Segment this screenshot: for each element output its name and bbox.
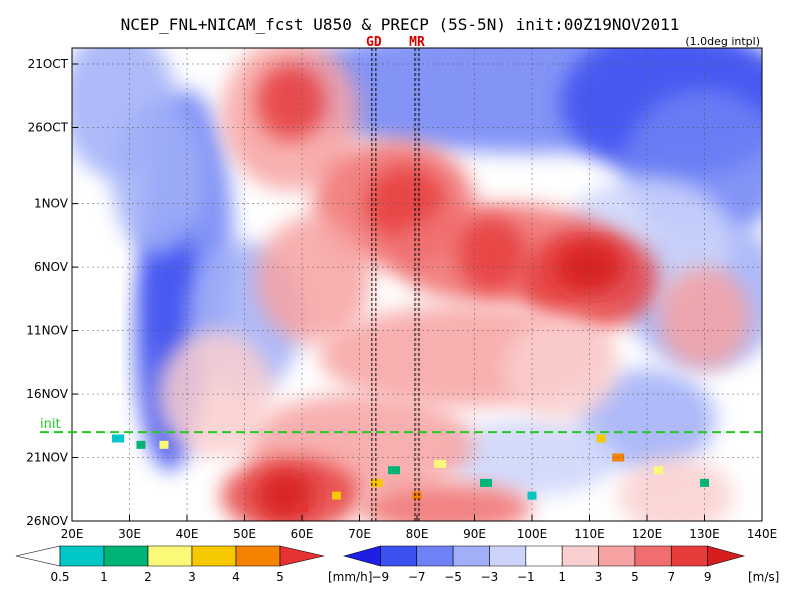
wind-anomaly-region (503, 317, 619, 420)
x-tick-label: 70E (348, 527, 371, 541)
chart-title: NCEP_FNL+NICAM_fcst U850 & PRECP (5S-5N)… (121, 15, 680, 34)
y-tick-label: 11NOV (26, 324, 68, 338)
x-tick-label: 40E (176, 527, 199, 541)
x-tick-label: 60E (291, 527, 314, 541)
precip-colorbar-label: 5 (276, 570, 284, 584)
station-markers: GD MR (366, 35, 425, 521)
wind-colorbar-swatch (670, 545, 708, 567)
y-tick-label: 26OCT (28, 120, 69, 134)
x-tick-label: 50E (233, 527, 256, 541)
precip-colorbar-label: 0.5 (50, 570, 69, 584)
precip-colorbar-label: 2 (144, 570, 152, 584)
precip-patch (112, 434, 124, 443)
plot-area (72, 48, 762, 521)
precip-colorbar-units: [mm/h] (328, 570, 372, 584)
wind-colorbar-swatch (489, 545, 527, 567)
precip-patch (388, 466, 400, 475)
wind-anomaly-region (555, 241, 624, 293)
precip-patch (136, 440, 146, 449)
x-tick-label: 90E (463, 527, 486, 541)
precip-colorbar-label: 4 (232, 570, 240, 584)
x-axis-ticks: 20E 30E 40E 50E 60E 70E 80E 90E 100E 110E 120E 130E… (61, 515, 778, 541)
precip-patch (332, 491, 341, 500)
precip-colorbar-swatch (191, 545, 237, 567)
wind-anomaly-region (618, 457, 734, 521)
precip-colorbar-label: 3 (188, 570, 196, 584)
y-tick-label: 21NOV (26, 451, 68, 465)
wind-colorbar-label: 9 (704, 570, 712, 584)
precip-colorbar-swatch (103, 545, 149, 567)
wind-colorbar-swatch (452, 545, 490, 567)
precip-patch (596, 434, 606, 443)
precip-patch (412, 491, 422, 500)
precip-patch (370, 478, 383, 487)
wind-colorbar: −9 −7 −5 −3 −1 1 3 5 7 9 [m/s] (342, 545, 779, 584)
wind-anomaly-region (457, 216, 527, 293)
wind-colorbar-label: −5 (444, 570, 462, 584)
x-tick-label: 100E (517, 527, 548, 541)
wind-colorbar-units: [m/s] (748, 570, 779, 584)
wind-colorbar-label: 7 (667, 570, 675, 584)
grid-lines (72, 48, 762, 521)
y-tick-label: 16NOV (26, 387, 68, 401)
x-tick-label: 110E (574, 527, 605, 541)
wind-colorbar-label: −3 (481, 570, 499, 584)
wind-colorbar-label: −1 (517, 570, 535, 584)
wind-colorbar-swatch (561, 545, 599, 567)
wind-colorbar-label: 1 (558, 570, 566, 584)
y-tick-label: 1NOV (34, 197, 69, 211)
x-tick-label: 20E (61, 527, 84, 541)
wind-anomaly-region (359, 482, 532, 521)
wind-colorbar-swatch (342, 545, 381, 567)
precip-colorbar-swatch (235, 545, 281, 567)
wind-colorbar-swatch (598, 545, 636, 567)
wind-anomaly-region (256, 63, 325, 141)
x-tick-label: 130E (689, 527, 720, 541)
marker-label-gd: GD (366, 35, 382, 50)
wind-anomaly-region (256, 216, 371, 344)
precip-patch (434, 459, 446, 468)
precip-patch (654, 466, 663, 475)
wind-colorbar-swatch (634, 545, 672, 567)
wind-colorbar-swatch (525, 545, 563, 567)
init-label: init (40, 417, 61, 432)
wind-anomaly-region (658, 267, 751, 369)
precip-colorbar-swatch (15, 545, 61, 567)
interpolation-note: (1.0deg intpl) (685, 35, 760, 48)
wind-colorbar-swatch (380, 545, 418, 567)
wind-field-layer (72, 48, 762, 521)
y-tick-label: 21OCT (28, 57, 69, 71)
y-axis-ticks: 21OCT 26OCT 1NOV 6NOV 11NOV 16NOV 21NOV 26NOV (26, 57, 78, 528)
wind-anomaly-region (158, 330, 274, 458)
precip-colorbar-swatch (59, 545, 105, 567)
precip-patch (527, 491, 537, 500)
wind-colorbar-swatch (416, 545, 454, 567)
x-tick-label: 30E (118, 527, 141, 541)
init-line-group: init (40, 417, 762, 434)
y-tick-label: 6NOV (34, 260, 69, 274)
precip-colorbar-swatch (147, 545, 193, 567)
wind-colorbar-label: −9 (372, 570, 390, 584)
wind-colorbar-swatch (707, 545, 746, 567)
precip-colorbar-swatch (279, 545, 325, 567)
precip-patch (159, 440, 169, 449)
marker-label-mr: MR (409, 35, 425, 50)
wind-anomaly-region (112, 102, 205, 255)
precip-colorbar-label: 1 (100, 570, 108, 584)
x-tick-label: 80E (406, 527, 429, 541)
wind-colorbar-label: 5 (631, 570, 639, 584)
wind-colorbar-label: 3 (595, 570, 603, 584)
x-tick-label: 120E (632, 527, 663, 541)
y-tick-label: 26NOV (26, 514, 68, 528)
precip-patch (700, 478, 709, 487)
precip-colorbar: 0.5 1 2 3 4 5 [mm/h] (15, 545, 372, 584)
wind-colorbar-label: −7 (408, 570, 426, 584)
wind-anomaly-region (256, 470, 314, 521)
x-tick-label: 140E (747, 527, 778, 541)
precip-patch (480, 478, 492, 487)
